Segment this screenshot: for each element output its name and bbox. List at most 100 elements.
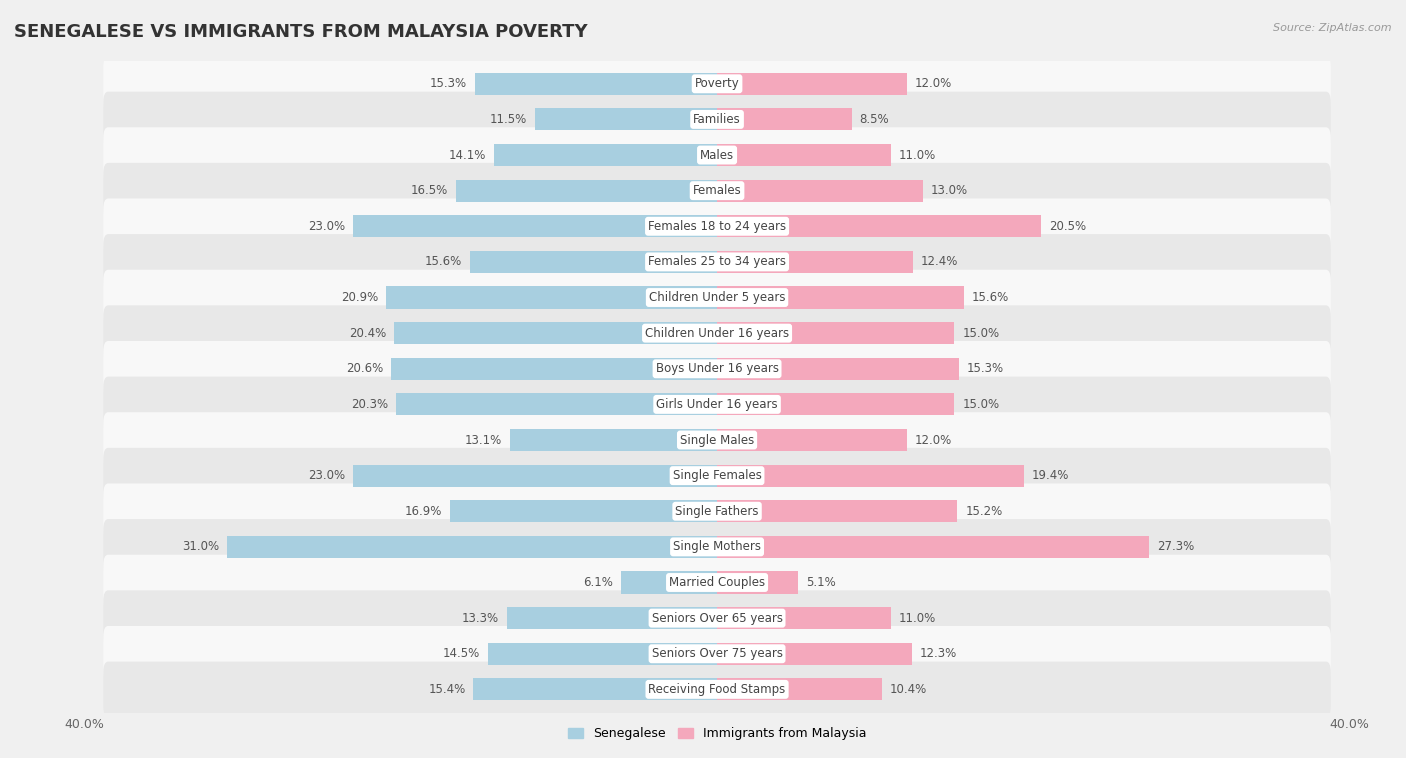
Text: Females 18 to 24 years: Females 18 to 24 years (648, 220, 786, 233)
Text: 15.6%: 15.6% (425, 255, 463, 268)
Bar (620, 572, 717, 594)
Text: 6.1%: 6.1% (583, 576, 613, 589)
FancyBboxPatch shape (104, 56, 1330, 111)
Text: 11.0%: 11.0% (898, 149, 936, 161)
Bar (717, 322, 955, 344)
FancyBboxPatch shape (104, 590, 1330, 646)
Bar (474, 678, 717, 700)
Text: Females: Females (693, 184, 741, 197)
Bar (717, 500, 957, 522)
FancyBboxPatch shape (104, 626, 1330, 681)
Text: 16.5%: 16.5% (411, 184, 449, 197)
Text: 15.4%: 15.4% (429, 683, 465, 696)
Bar (717, 144, 891, 166)
Text: 11.0%: 11.0% (898, 612, 936, 625)
Bar (387, 287, 717, 309)
Bar (226, 536, 717, 558)
FancyBboxPatch shape (104, 377, 1330, 432)
Bar (353, 215, 717, 237)
Bar (717, 643, 911, 665)
Legend: Senegalese, Immigrants from Malaysia: Senegalese, Immigrants from Malaysia (562, 722, 872, 745)
Text: 20.6%: 20.6% (346, 362, 384, 375)
Text: 19.4%: 19.4% (1032, 469, 1069, 482)
FancyBboxPatch shape (104, 662, 1330, 717)
Text: 15.3%: 15.3% (430, 77, 467, 90)
Text: 31.0%: 31.0% (181, 540, 219, 553)
Text: 13.0%: 13.0% (931, 184, 967, 197)
Bar (506, 607, 717, 629)
Text: 20.4%: 20.4% (349, 327, 387, 340)
Bar (717, 287, 965, 309)
FancyBboxPatch shape (104, 555, 1330, 610)
Text: 12.0%: 12.0% (915, 77, 952, 90)
Bar (475, 73, 717, 95)
FancyBboxPatch shape (104, 270, 1330, 325)
Text: Seniors Over 65 years: Seniors Over 65 years (651, 612, 783, 625)
Text: 15.0%: 15.0% (962, 327, 1000, 340)
Text: Receiving Food Stamps: Receiving Food Stamps (648, 683, 786, 696)
Bar (717, 73, 907, 95)
Bar (717, 678, 882, 700)
Text: Boys Under 16 years: Boys Under 16 years (655, 362, 779, 375)
Text: 12.3%: 12.3% (920, 647, 956, 660)
FancyBboxPatch shape (104, 92, 1330, 147)
Bar (717, 215, 1042, 237)
Text: Children Under 5 years: Children Under 5 years (648, 291, 786, 304)
Text: Females 25 to 34 years: Females 25 to 34 years (648, 255, 786, 268)
Text: Single Mothers: Single Mothers (673, 540, 761, 553)
Text: 15.2%: 15.2% (966, 505, 1002, 518)
Text: 12.4%: 12.4% (921, 255, 959, 268)
Bar (717, 536, 1149, 558)
FancyBboxPatch shape (104, 199, 1330, 254)
Text: 14.1%: 14.1% (449, 149, 486, 161)
FancyBboxPatch shape (104, 127, 1330, 183)
Text: Girls Under 16 years: Girls Under 16 years (657, 398, 778, 411)
FancyBboxPatch shape (104, 341, 1330, 396)
Text: 15.3%: 15.3% (967, 362, 1004, 375)
Text: 27.3%: 27.3% (1157, 540, 1194, 553)
Text: 20.3%: 20.3% (352, 398, 388, 411)
Text: 13.3%: 13.3% (461, 612, 499, 625)
Bar (456, 180, 717, 202)
Text: 15.0%: 15.0% (962, 398, 1000, 411)
Text: Seniors Over 75 years: Seniors Over 75 years (651, 647, 783, 660)
Text: Children Under 16 years: Children Under 16 years (645, 327, 789, 340)
Bar (536, 108, 717, 130)
Bar (717, 393, 955, 415)
Text: Married Couples: Married Couples (669, 576, 765, 589)
Bar (394, 322, 717, 344)
Text: 12.0%: 12.0% (915, 434, 952, 446)
Bar (717, 180, 922, 202)
FancyBboxPatch shape (104, 234, 1330, 290)
Text: 11.5%: 11.5% (491, 113, 527, 126)
FancyBboxPatch shape (104, 484, 1330, 539)
Text: 20.5%: 20.5% (1049, 220, 1087, 233)
Bar (510, 429, 717, 451)
Bar (717, 465, 1024, 487)
Text: 16.9%: 16.9% (405, 505, 441, 518)
Text: Source: ZipAtlas.com: Source: ZipAtlas.com (1274, 23, 1392, 33)
Bar (353, 465, 717, 487)
FancyBboxPatch shape (104, 519, 1330, 575)
Bar (450, 500, 717, 522)
Text: 13.1%: 13.1% (465, 434, 502, 446)
Text: 15.6%: 15.6% (972, 291, 1010, 304)
Bar (494, 144, 717, 166)
Text: 8.5%: 8.5% (859, 113, 889, 126)
Bar (717, 108, 852, 130)
Text: Single Females: Single Females (672, 469, 762, 482)
Text: 5.1%: 5.1% (806, 576, 835, 589)
Text: Poverty: Poverty (695, 77, 740, 90)
Text: Males: Males (700, 149, 734, 161)
Text: Families: Families (693, 113, 741, 126)
Text: 20.9%: 20.9% (342, 291, 378, 304)
Bar (717, 572, 797, 594)
Bar (470, 251, 717, 273)
FancyBboxPatch shape (104, 305, 1330, 361)
Bar (396, 393, 717, 415)
Bar (717, 358, 959, 380)
Bar (391, 358, 717, 380)
Bar (717, 251, 914, 273)
Text: 23.0%: 23.0% (308, 469, 346, 482)
FancyBboxPatch shape (104, 448, 1330, 503)
